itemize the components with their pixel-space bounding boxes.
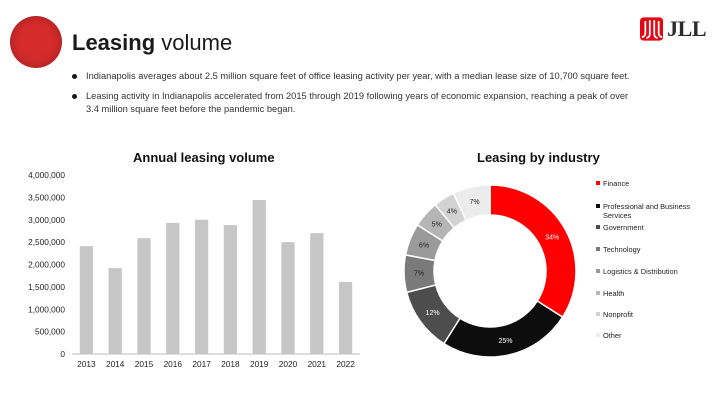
legend-label: Other <box>603 331 622 340</box>
legend-swatch <box>596 312 600 316</box>
legend-item: Health <box>596 289 698 298</box>
x-tick-label: 2016 <box>164 359 183 369</box>
x-tick-label: 2020 <box>279 359 298 369</box>
slice-label: 4% <box>447 209 457 216</box>
bar-2020 <box>281 242 295 354</box>
bullet-list: Indianapolis averages about 2.5 million … <box>72 70 632 123</box>
y-tick-label: 500,000 <box>35 327 65 337</box>
legend-label: Nonprofit <box>603 310 633 319</box>
legend-item: Logistics & Distribution <box>596 267 698 276</box>
jll-logo: JLL <box>640 14 706 44</box>
slice-label: 12% <box>426 310 440 317</box>
donut-chart-title: Leasing by industry <box>477 150 600 165</box>
donut-slice-1 <box>442 299 564 358</box>
slice-label: 7% <box>414 271 424 278</box>
legend-label: Technology <box>603 245 641 254</box>
x-tick-label: 2015 <box>135 359 154 369</box>
x-tick-label: 2017 <box>192 359 211 369</box>
jll-logo-mark-icon <box>640 17 664 41</box>
y-tick-label: 2,000,000 <box>28 260 65 270</box>
legend-label: Government <box>603 223 644 232</box>
page-title: Leasing volume <box>72 30 232 56</box>
bar-2022 <box>338 281 353 354</box>
bar-2017 <box>194 219 209 354</box>
x-tick-label: 2022 <box>336 359 355 369</box>
legend-swatch <box>596 181 600 185</box>
legend-label: Health <box>603 289 625 298</box>
bar-2021 <box>310 233 324 354</box>
bar-2015 <box>137 238 151 354</box>
bar-2013 <box>79 246 94 354</box>
legend-swatch <box>596 291 600 295</box>
slice-label: 34% <box>545 234 559 241</box>
x-tick-label: 2019 <box>250 359 269 369</box>
legend-item: Finance <box>596 179 698 188</box>
bar-chart-title: Annual leasing volume <box>133 150 275 165</box>
page-title-bold: Leasing <box>72 30 156 55</box>
bar-2018 <box>223 225 238 354</box>
legend-swatch <box>596 225 600 229</box>
legend-swatch <box>596 247 600 251</box>
y-tick-label: 1,000,000 <box>28 304 65 314</box>
legend-label: Logistics & Distribution <box>603 267 678 276</box>
donut-slice-7 <box>452 184 491 222</box>
donut-slice-0 <box>489 184 577 319</box>
bullet-item: Leasing activity in Indianapolis acceler… <box>72 90 632 116</box>
legend-label: Finance <box>603 179 630 188</box>
y-tick-label: 1,500,000 <box>28 282 65 292</box>
logo-text: JLL <box>667 16 706 41</box>
x-tick-label: 2021 <box>308 359 327 369</box>
y-tick-label: 3,000,000 <box>28 215 65 225</box>
x-tick-label: 2018 <box>221 359 240 369</box>
slice-label: 7% <box>469 199 479 206</box>
y-tick-label: 2,500,000 <box>28 237 65 247</box>
y-tick-label: 0 <box>60 349 65 359</box>
legend-item: Government <box>596 223 698 232</box>
bar-2019 <box>252 200 266 354</box>
legend-item: Technology <box>596 245 698 254</box>
x-tick-label: 2013 <box>77 359 96 369</box>
legend-swatch <box>596 333 600 337</box>
legend-swatch <box>596 269 600 273</box>
slice-label: 6% <box>419 242 429 249</box>
legend-item: Other <box>596 331 698 340</box>
legend-item: Professional and Business Services <box>596 202 698 220</box>
legend-item: Nonprofit <box>596 310 698 319</box>
slice-label: 5% <box>432 222 442 229</box>
bullet-item: Indianapolis averages about 2.5 million … <box>72 70 632 83</box>
legend-label: Professional and Business Services <box>603 202 691 220</box>
y-tick-label: 3,500,000 <box>28 192 65 202</box>
page-title-rest: volume <box>155 30 233 55</box>
x-tick-label: 2014 <box>106 359 125 369</box>
header-accent-circle <box>10 16 62 68</box>
y-tick-label: 4,000,000 <box>28 170 65 180</box>
legend-swatch <box>596 204 600 208</box>
slice-label: 25% <box>498 338 512 345</box>
bar-2014 <box>108 268 122 354</box>
bar-2016 <box>166 222 180 354</box>
